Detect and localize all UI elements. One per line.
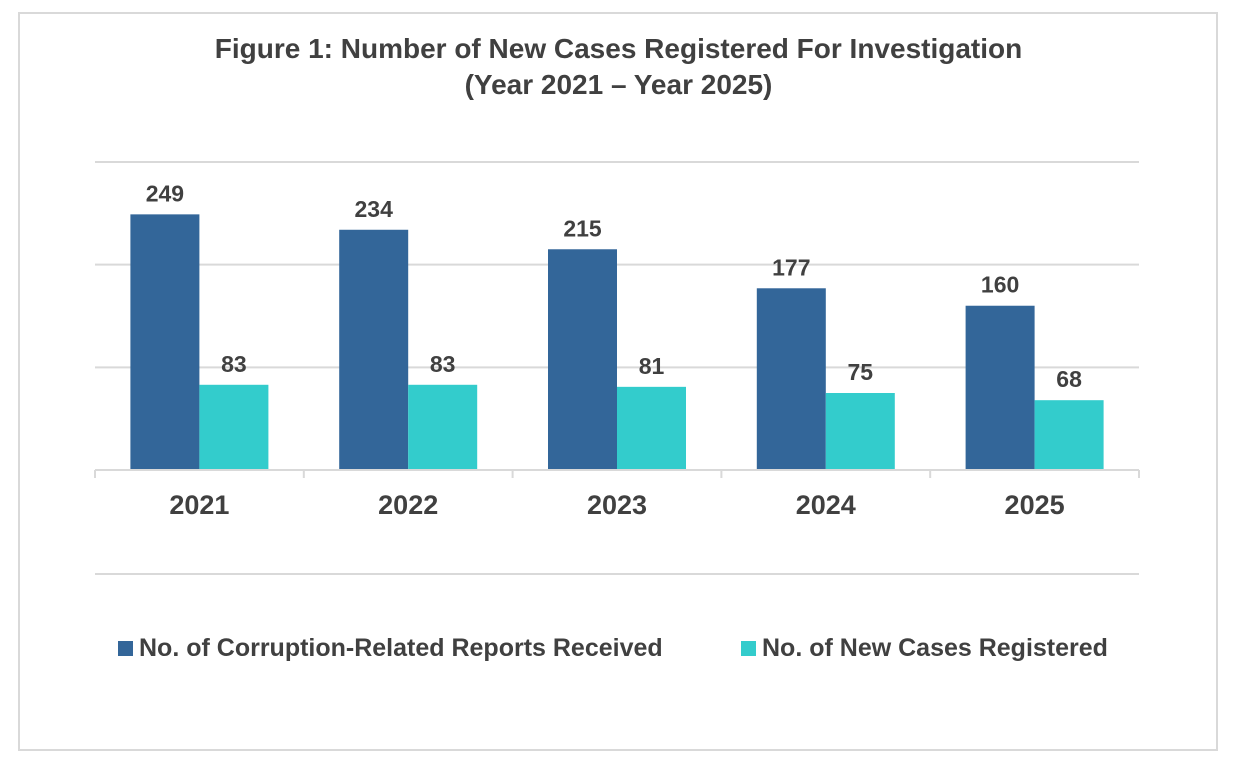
bar-cases-2024: [825, 393, 895, 470]
data-label-cases-2022: 83: [430, 351, 456, 377]
bar-reports-2021: [130, 214, 200, 470]
bar-reports-2022: [339, 229, 409, 470]
chart-subtitle: (Year 2021 – Year 2025): [464, 69, 773, 100]
legend-item-cases: No. of New Cases Registered: [741, 634, 1108, 663]
bar-reports-2023: [548, 249, 617, 470]
legend-swatch-cases: [741, 641, 756, 656]
bar-reports-2025: [965, 305, 1035, 470]
legend-swatch-reports: [118, 641, 133, 656]
data-label-reports-2025: 160: [981, 272, 1019, 298]
x-tick-label-2022: 2022: [378, 490, 438, 520]
data-label-cases-2025: 68: [1056, 366, 1082, 392]
data-label-reports-2024: 177: [772, 254, 810, 280]
x-tick-label-2023: 2023: [587, 490, 647, 520]
x-tick-label-2021: 2021: [169, 490, 229, 520]
bar-reports-2024: [756, 288, 826, 470]
data-label-cases-2021: 83: [221, 351, 247, 377]
data-label-cases-2024: 75: [848, 359, 874, 385]
data-label-reports-2022: 234: [355, 196, 394, 222]
legend-label-reports: No. of Corruption-Related Reports Receiv…: [139, 634, 663, 662]
chart-title: Figure 1: Number of New Cases Registered…: [214, 33, 1023, 64]
data-label-reports-2021: 249: [146, 180, 184, 206]
data-label-cases-2023: 81: [639, 353, 665, 379]
legend-item-reports: No. of Corruption-Related Reports Receiv…: [118, 634, 663, 663]
data-label-reports-2023: 215: [563, 215, 602, 241]
x-tick-label-2025: 2025: [1005, 490, 1065, 520]
bar-cases-2022: [408, 384, 478, 470]
legend-label-cases: No. of New Cases Registered: [762, 634, 1108, 662]
bar-cases-2025: [1034, 400, 1104, 470]
bar-cases-2021: [199, 384, 269, 470]
bar-cases-2023: [617, 386, 686, 470]
x-tick-label-2024: 2024: [796, 490, 856, 520]
